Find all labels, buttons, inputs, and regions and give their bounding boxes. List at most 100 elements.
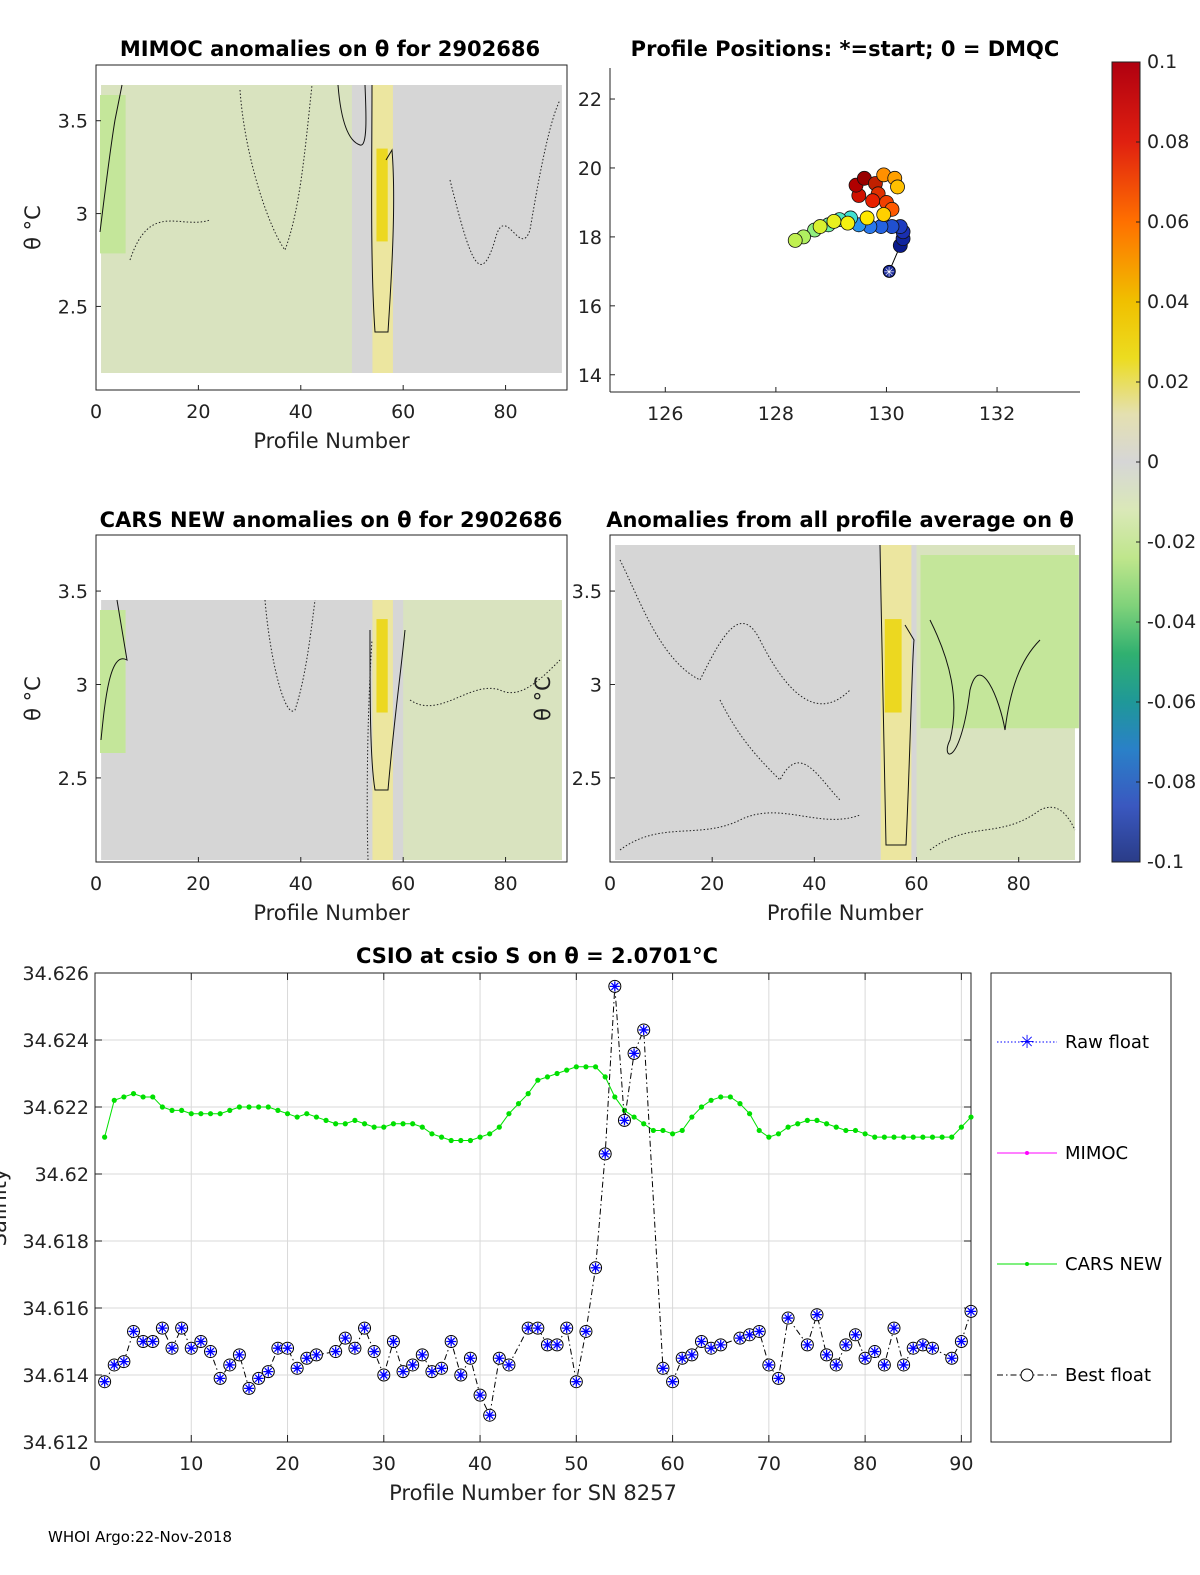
y-tick-label: 16 <box>578 296 602 318</box>
y-tick-label: 34.622 <box>23 1097 89 1119</box>
cars-new-point <box>361 1121 368 1127</box>
colorbar-gradient <box>1111 61 1141 863</box>
cars-new-point <box>939 1134 945 1140</box>
x-tick-label: 60 <box>660 1453 684 1475</box>
x-tick-label: 80 <box>1007 873 1031 895</box>
axes-frame <box>95 64 568 391</box>
raw-float-point <box>455 1370 466 1380</box>
raw-float-point <box>301 1353 312 1364</box>
raw-float-point <box>147 1336 158 1347</box>
cars-new-point <box>477 1134 483 1140</box>
y-tick-label: 2.5 <box>572 768 602 790</box>
axes-frame <box>95 534 568 863</box>
asterisk-icon: ✳ <box>884 265 895 280</box>
y-tick-label: 20 <box>578 158 602 180</box>
cars-new-point <box>535 1077 541 1083</box>
raw-float-point <box>465 1353 476 1364</box>
heatmap-cool-region <box>101 85 352 373</box>
raw-float-point <box>417 1349 428 1360</box>
raw-float-point <box>263 1366 274 1377</box>
x-tick-label: 20 <box>186 401 210 423</box>
cars-new-point <box>121 1094 127 1100</box>
y-tick-label: 22 <box>578 89 602 111</box>
raw-float-point <box>311 1349 322 1360</box>
cars-new-point <box>958 1124 964 1130</box>
raw-float-point <box>369 1346 380 1357</box>
cars-new-point <box>111 1097 117 1103</box>
plot-area <box>95 973 971 1442</box>
raw-float-point <box>224 1359 235 1370</box>
y-axis-label: Salinity <box>0 1169 11 1247</box>
raw-float-point <box>590 1262 601 1273</box>
raw-float-point <box>157 1323 168 1334</box>
raw-float-point <box>195 1336 206 1347</box>
cars-new-point <box>949 1134 955 1140</box>
cars-new-point <box>602 1074 608 1080</box>
x-tick-label: 132 <box>979 403 1015 425</box>
cars-new-point <box>506 1111 512 1117</box>
cars-new-point <box>583 1064 589 1070</box>
x-tick-label: 60 <box>391 873 415 895</box>
raw-float-point <box>898 1359 909 1370</box>
raw-float-point <box>927 1343 938 1354</box>
x-tick-label: 60 <box>391 401 415 423</box>
y-tick-label: 34.612 <box>23 1432 89 1454</box>
dot-marker-icon <box>1025 1262 1029 1266</box>
heatmap-cool-columns <box>100 95 126 254</box>
cars-new-point <box>352 1117 358 1123</box>
raw-float-point <box>840 1339 851 1350</box>
profile-position <box>890 179 905 195</box>
raw-float-point <box>821 1349 832 1360</box>
raw-float-point <box>600 1148 611 1159</box>
mimoc-heatmap: 0 20 40 60 80 3.5 3 2.5 Profile Number θ °C <box>21 64 568 453</box>
x-tick-label: 128 <box>758 403 794 425</box>
raw-float-point <box>244 1383 255 1394</box>
y-tick-label: 34.614 <box>23 1365 89 1387</box>
asterisk-marker-icon: ✳ <box>1019 1032 1034 1053</box>
cars-new-point <box>515 1101 522 1107</box>
raw-float-point <box>966 1306 976 1317</box>
raw-float-point <box>398 1366 409 1377</box>
cars-new-point <box>159 1104 165 1110</box>
colorbar-tick-label: -0.04 <box>1147 611 1196 633</box>
cars-new-point <box>323 1117 329 1123</box>
raw-float-point <box>696 1336 707 1347</box>
legend-mimoc: MIMOC <box>997 1143 1128 1164</box>
colorbar: 0.1 0.08 0.06 0.04 0.02 0 -0.02 -0.04 -0.06 -0.08… <box>1111 51 1196 873</box>
cars-new-point <box>179 1107 185 1113</box>
y-tick-label: 3 <box>76 674 88 696</box>
raw-float-point <box>215 1373 226 1384</box>
cars-new-point <box>448 1137 454 1144</box>
raw-float-point <box>686 1349 697 1360</box>
raw-float-point <box>802 1339 813 1350</box>
raw-float-point <box>956 1336 967 1347</box>
cars-new-point <box>910 1134 916 1140</box>
cars-new-point <box>795 1121 801 1127</box>
raw-float-point <box>763 1359 774 1370</box>
raw-float-point <box>494 1353 505 1364</box>
cars-new-point <box>400 1121 406 1127</box>
cars-new-point <box>968 1114 974 1120</box>
raw-float-point <box>629 1048 640 1059</box>
cars-new-point <box>544 1074 551 1080</box>
colorbar-tick-label: 0.04 <box>1147 291 1189 313</box>
cars-new-point <box>785 1124 791 1130</box>
raw-float-point <box>561 1323 572 1334</box>
x-tick-label: 40 <box>802 873 826 895</box>
cars-new-point <box>169 1107 175 1113</box>
cars-new-point <box>188 1111 194 1117</box>
raw-float-point <box>109 1359 120 1370</box>
cars-new-point <box>217 1111 223 1117</box>
y-tick-label: 14 <box>578 365 602 387</box>
legend-cars-label: CARS NEW <box>1065 1254 1162 1275</box>
cars-new-point <box>304 1111 310 1117</box>
cars-new-point <box>881 1134 887 1140</box>
raw-float-point <box>118 1356 129 1367</box>
raw-float-point <box>99 1376 110 1387</box>
cars-new-point <box>487 1131 493 1137</box>
raw-float-point <box>879 1359 890 1370</box>
raw-float-point <box>484 1410 495 1421</box>
x-tick-label: 0 <box>89 1453 101 1475</box>
cars-new-point <box>371 1124 377 1130</box>
cars-new-point <box>660 1127 666 1134</box>
